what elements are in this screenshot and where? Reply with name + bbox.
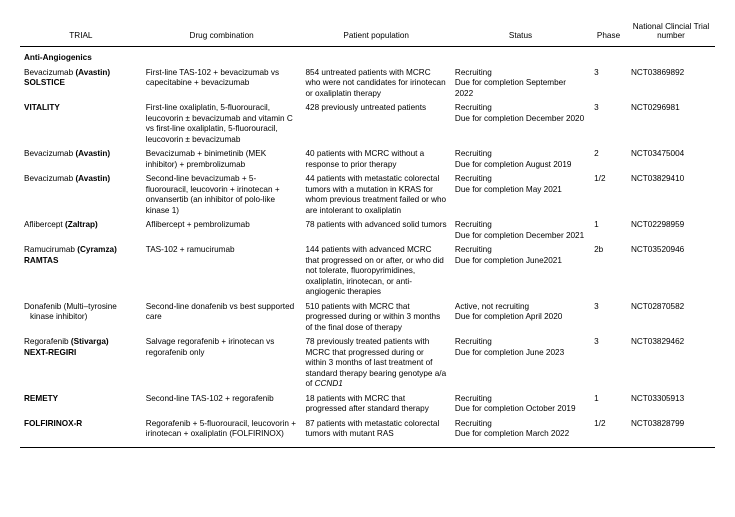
cell-pop: 78 previously treated patients with MCRC… xyxy=(301,335,450,392)
cell-phase: 2b xyxy=(590,243,627,300)
table-row: Ramucirumab (Cyramza)RAMTASTAS-102 + ram… xyxy=(20,243,715,300)
cell-trial: Ramucirumab (Cyramza)RAMTAS xyxy=(20,243,142,300)
col-nct: National Clincial Trial number xyxy=(627,18,715,47)
cell-phase: 1/2 xyxy=(590,417,627,448)
cell-drug: TAS-102 + ramucirumab xyxy=(142,243,302,300)
cell-nct: NCT02298959 xyxy=(627,218,715,243)
cell-pop: 87 patients with metastatic colorectal t… xyxy=(301,417,450,448)
cell-nct: NCT03520946 xyxy=(627,243,715,300)
cell-nct: NCT03829410 xyxy=(627,172,715,218)
cell-status: RecruitingDue for completion June 2023 xyxy=(451,335,590,392)
cell-nct: NCT03828799 xyxy=(627,417,715,448)
cell-nct: NCT0296981 xyxy=(627,101,715,147)
cell-phase: 2 xyxy=(590,147,627,172)
cell-drug: Regorafenib + 5-fluorouracil, leucovorin… xyxy=(142,417,302,448)
table-row: Bevacizumab (Avastin)SOLSTICEFirst-line … xyxy=(20,66,715,102)
cell-phase: 1/2 xyxy=(590,172,627,218)
cell-pop: 144 patients with advanced MCRC that pro… xyxy=(301,243,450,300)
cell-nct: NCT03829462 xyxy=(627,335,715,392)
cell-pop: 510 patients with MCRC that progressed d… xyxy=(301,300,450,336)
cell-status: RecruitingDue for completion May 2021 xyxy=(451,172,590,218)
cell-drug: Second-line TAS-102 + regorafenib xyxy=(142,392,302,417)
cell-status: RecruitingDue for completion June2021 xyxy=(451,243,590,300)
cell-phase: 1 xyxy=(590,392,627,417)
cell-drug: Bevacizumab + binimetinib (MEK inhibitor… xyxy=(142,147,302,172)
cell-pop: 40 patients with MCRC without a response… xyxy=(301,147,450,172)
cell-status: RecruitingDue for completion September 2… xyxy=(451,66,590,102)
cell-phase: 1 xyxy=(590,218,627,243)
table-row: Donafenib (Multi–tyrosinekinase inhibito… xyxy=(20,300,715,336)
cell-status: RecruitingDue for completion March 2022 xyxy=(451,417,590,448)
col-drug: Drug combination xyxy=(142,18,302,47)
cell-nct: NCT03869892 xyxy=(627,66,715,102)
cell-pop: 78 patients with advanced solid tumors xyxy=(301,218,450,243)
cell-nct: NCT03305913 xyxy=(627,392,715,417)
cell-nct: NCT03475004 xyxy=(627,147,715,172)
section-header: Anti-Angiogenics xyxy=(20,47,715,66)
cell-pop: 428 previously untreated patients xyxy=(301,101,450,147)
cell-status: RecruitingDue for completion October 201… xyxy=(451,392,590,417)
col-status: Status xyxy=(451,18,590,47)
cell-drug: Second-line bevacizumab + 5-fluorouracil… xyxy=(142,172,302,218)
cell-drug: Aflibercept + pembrolizumab xyxy=(142,218,302,243)
cell-drug: Second-line donafenib vs best supported … xyxy=(142,300,302,336)
cell-trial: Regorafenib (Stivarga)NEXT-REGIRI xyxy=(20,335,142,392)
table-row: Bevacizumab (Avastin)Second-line bevaciz… xyxy=(20,172,715,218)
cell-status: RecruitingDue for completion December 20… xyxy=(451,101,590,147)
cell-trial: Bevacizumab (Avastin) xyxy=(20,147,142,172)
table-row: Bevacizumab (Avastin)Bevacizumab + binim… xyxy=(20,147,715,172)
col-pop: Patient population xyxy=(301,18,450,47)
col-trial: TRIAL xyxy=(20,18,142,47)
table-row: VITALITYFirst-line oxaliplatin, 5-fluoro… xyxy=(20,101,715,147)
col-phase: Phase xyxy=(590,18,627,47)
cell-pop: 854 untreated patients with MCRC who wer… xyxy=(301,66,450,102)
cell-phase: 3 xyxy=(590,66,627,102)
cell-status: RecruitingDue for completion December 20… xyxy=(451,218,590,243)
cell-pop: 44 patients with metastatic colorectal t… xyxy=(301,172,450,218)
cell-drug: Salvage regorafenib + irinotecan vs rego… xyxy=(142,335,302,392)
cell-phase: 3 xyxy=(590,335,627,392)
clinical-trials-table: TRIAL Drug combination Patient populatio… xyxy=(20,18,715,448)
cell-drug: First-line TAS-102 + bevacizumab vs cape… xyxy=(142,66,302,102)
cell-phase: 3 xyxy=(590,101,627,147)
table-row: FOLFIRINOX-RRegorafenib + 5-fluorouracil… xyxy=(20,417,715,448)
cell-trial: Aflibercept (Zaltrap) xyxy=(20,218,142,243)
cell-phase: 3 xyxy=(590,300,627,336)
table-row: Regorafenib (Stivarga)NEXT-REGIRISalvage… xyxy=(20,335,715,392)
cell-nct: NCT02870582 xyxy=(627,300,715,336)
table-row: REMETYSecond-line TAS-102 + regorafenib1… xyxy=(20,392,715,417)
cell-trial: REMETY xyxy=(20,392,142,417)
cell-trial: Donafenib (Multi–tyrosinekinase inhibito… xyxy=(20,300,142,336)
cell-status: Active, not recruitingDue for completion… xyxy=(451,300,590,336)
table-row: Aflibercept (Zaltrap)Aflibercept + pembr… xyxy=(20,218,715,243)
cell-trial: Bevacizumab (Avastin)SOLSTICE xyxy=(20,66,142,102)
cell-pop: 18 patients with MCRC that progressed af… xyxy=(301,392,450,417)
cell-trial: Bevacizumab (Avastin) xyxy=(20,172,142,218)
cell-drug: First-line oxaliplatin, 5-fluorouracil, … xyxy=(142,101,302,147)
cell-trial: VITALITY xyxy=(20,101,142,147)
cell-status: RecruitingDue for completion August 2019 xyxy=(451,147,590,172)
cell-trial: FOLFIRINOX-R xyxy=(20,417,142,448)
